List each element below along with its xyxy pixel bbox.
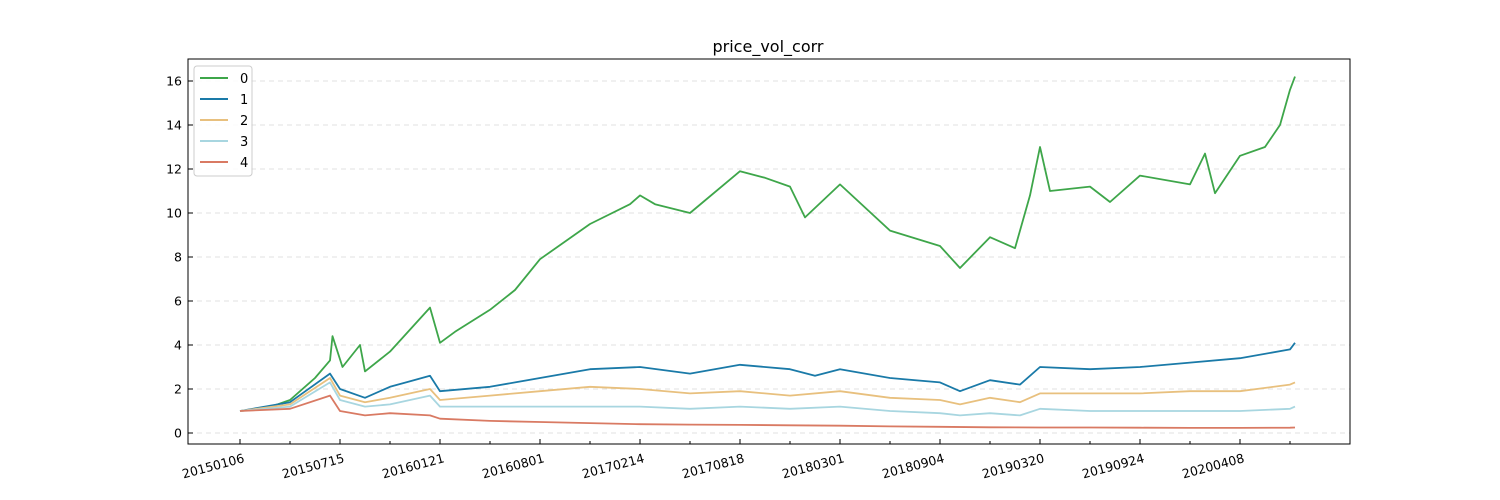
x-tick-label: 20160121 bbox=[380, 450, 445, 481]
x-axis: 20150106 20150715 20160121 20160801 20170214… bbox=[180, 439, 1291, 481]
y-tick-label: 12 bbox=[166, 162, 182, 177]
x-tick-label: 20190320 bbox=[980, 450, 1045, 481]
y-tick-label: 4 bbox=[174, 338, 182, 353]
y-tick-label: 8 bbox=[174, 250, 182, 265]
series-line-0 bbox=[239, 76, 1296, 412]
x-tick-label: 20170214 bbox=[580, 450, 645, 481]
x-tick-label: 20180904 bbox=[880, 450, 945, 481]
legend-label: 0 bbox=[240, 72, 248, 87]
legend-label: 1 bbox=[240, 93, 248, 108]
y-tick-label: 14 bbox=[166, 118, 182, 133]
series-group bbox=[239, 76, 1296, 429]
x-tick-label: 20190924 bbox=[1080, 450, 1145, 481]
y-tick-label: 10 bbox=[166, 206, 182, 221]
legend-label: 4 bbox=[240, 156, 248, 171]
y-axis: 0 2 4 6 8 10 12 14 16 bbox=[166, 74, 193, 441]
y-tick-label: 6 bbox=[174, 294, 182, 309]
x-tick-label: 20200408 bbox=[1180, 450, 1245, 481]
x-tick-label: 20160801 bbox=[480, 450, 545, 481]
y-tick-label: 2 bbox=[174, 382, 182, 397]
legend-label: 2 bbox=[240, 114, 248, 129]
legend-label: 3 bbox=[240, 135, 248, 150]
y-tick-label: 16 bbox=[166, 74, 182, 89]
series-line-2 bbox=[239, 377, 1296, 412]
y-tick-label: 0 bbox=[174, 426, 182, 441]
chart-title: price_vol_corr bbox=[713, 37, 824, 57]
legend: 0 1 2 3 4 bbox=[193, 65, 253, 177]
x-tick-label: 20180301 bbox=[780, 450, 845, 481]
series-line-3 bbox=[239, 381, 1296, 417]
grid-lines bbox=[188, 80, 1350, 434]
x-tick-label: 20170818 bbox=[680, 450, 745, 481]
plot-frame bbox=[187, 58, 1351, 445]
x-tick-label: 20150715 bbox=[280, 450, 345, 481]
x-tick-label: 20150106 bbox=[180, 450, 245, 481]
series-line-1 bbox=[239, 342, 1296, 412]
series-line-4 bbox=[239, 394, 1296, 429]
